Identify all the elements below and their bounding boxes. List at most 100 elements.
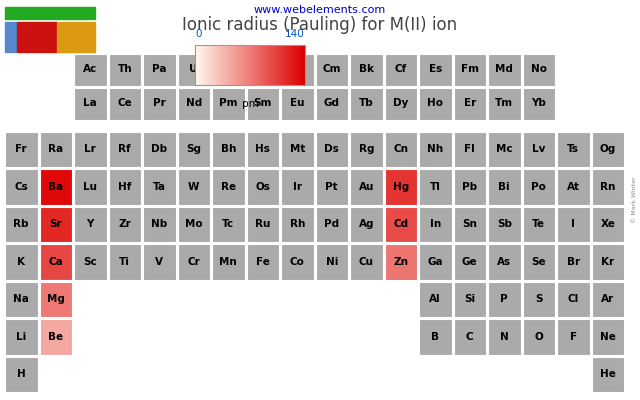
FancyBboxPatch shape [419,319,451,354]
FancyBboxPatch shape [281,206,314,242]
Text: Cu: Cu [359,257,374,267]
Text: Nh: Nh [427,144,444,154]
FancyBboxPatch shape [316,132,348,167]
Text: Yb: Yb [531,98,546,108]
Bar [17,22,57,52]
Text: K: K [17,257,25,267]
FancyBboxPatch shape [488,132,520,167]
FancyBboxPatch shape [488,282,520,317]
Text: Mt: Mt [289,144,305,154]
Text: N: N [500,332,509,342]
FancyBboxPatch shape [454,54,486,86]
Text: Co: Co [290,257,305,267]
FancyBboxPatch shape [350,169,383,204]
FancyBboxPatch shape [109,132,141,167]
Text: Ho: Ho [428,98,444,108]
FancyBboxPatch shape [522,169,555,204]
FancyBboxPatch shape [522,282,555,317]
FancyBboxPatch shape [316,206,348,242]
Text: Tm: Tm [495,98,513,108]
Text: © Mark Winter: © Mark Winter [632,177,637,223]
FancyBboxPatch shape [281,88,314,120]
Text: C: C [466,332,474,342]
FancyBboxPatch shape [74,169,106,204]
FancyBboxPatch shape [488,88,520,120]
FancyBboxPatch shape [591,356,624,392]
FancyBboxPatch shape [522,88,555,120]
FancyBboxPatch shape [350,244,383,280]
Text: Ge: Ge [462,257,477,267]
FancyBboxPatch shape [454,206,486,242]
FancyBboxPatch shape [109,88,141,120]
Text: Xe: Xe [600,219,615,229]
Text: As: As [497,257,511,267]
Text: Tc: Tc [222,219,234,229]
Text: Pr: Pr [153,98,166,108]
FancyBboxPatch shape [522,206,555,242]
FancyBboxPatch shape [109,169,141,204]
Text: Ga: Ga [428,257,443,267]
FancyBboxPatch shape [557,132,589,167]
FancyBboxPatch shape [246,132,279,167]
Text: Rh: Rh [289,219,305,229]
FancyBboxPatch shape [454,319,486,354]
Text: Pd: Pd [324,219,339,229]
Text: Hs: Hs [255,144,270,154]
Text: Re: Re [221,182,236,192]
FancyBboxPatch shape [316,169,348,204]
Text: Pb: Pb [462,182,477,192]
FancyBboxPatch shape [5,244,38,280]
Text: Ra: Ra [48,144,63,154]
FancyBboxPatch shape [281,132,314,167]
FancyBboxPatch shape [385,244,417,280]
FancyBboxPatch shape [109,54,141,86]
FancyBboxPatch shape [454,244,486,280]
FancyBboxPatch shape [74,132,106,167]
Text: Lu: Lu [83,182,97,192]
FancyBboxPatch shape [522,244,555,280]
FancyBboxPatch shape [419,244,451,280]
FancyBboxPatch shape [522,54,555,86]
Text: S: S [535,294,543,304]
FancyBboxPatch shape [40,206,72,242]
Text: Cd: Cd [393,219,408,229]
FancyBboxPatch shape [385,206,417,242]
FancyBboxPatch shape [74,54,106,86]
FancyBboxPatch shape [212,132,244,167]
FancyBboxPatch shape [40,319,72,354]
FancyBboxPatch shape [5,132,38,167]
FancyBboxPatch shape [177,169,210,204]
FancyBboxPatch shape [212,169,244,204]
Text: Cn: Cn [393,144,408,154]
Text: Tb: Tb [359,98,374,108]
FancyBboxPatch shape [5,282,38,317]
FancyBboxPatch shape [419,169,451,204]
Text: Sg: Sg [186,144,201,154]
Text: Li: Li [16,332,26,342]
FancyBboxPatch shape [5,356,38,392]
FancyBboxPatch shape [591,319,624,354]
FancyBboxPatch shape [212,54,244,86]
Text: Cf: Cf [395,64,407,74]
Text: Au: Au [358,182,374,192]
FancyBboxPatch shape [488,319,520,354]
Text: Rg: Rg [358,144,374,154]
FancyBboxPatch shape [109,244,141,280]
Text: Gd: Gd [324,98,340,108]
FancyBboxPatch shape [557,169,589,204]
Text: Zn: Zn [393,257,408,267]
Text: Ca: Ca [49,257,63,267]
FancyBboxPatch shape [40,244,72,280]
Text: Th: Th [117,64,132,74]
Text: Po: Po [531,182,546,192]
FancyBboxPatch shape [177,54,210,86]
FancyBboxPatch shape [281,54,314,86]
Text: 140: 140 [285,29,305,39]
Text: Ts: Ts [567,144,579,154]
Text: Mn: Mn [220,257,237,267]
FancyBboxPatch shape [522,319,555,354]
Text: Cs: Cs [14,182,28,192]
Text: Db: Db [151,144,167,154]
Text: Og: Og [600,144,616,154]
FancyBboxPatch shape [143,132,175,167]
